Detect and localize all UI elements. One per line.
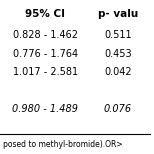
Text: 0.511: 0.511 xyxy=(104,30,132,40)
Text: 0.453: 0.453 xyxy=(104,49,132,59)
Text: 0.076: 0.076 xyxy=(104,104,132,114)
Text: 0.828 - 1.462: 0.828 - 1.462 xyxy=(13,30,78,40)
Text: posed to methyl-bromide).OR>: posed to methyl-bromide).OR> xyxy=(3,140,123,149)
Text: 0.042: 0.042 xyxy=(104,67,132,77)
Text: 0.776 - 1.764: 0.776 - 1.764 xyxy=(13,49,78,59)
Text: p- valu: p- valu xyxy=(98,9,138,19)
Text: 0.980 - 1.489: 0.980 - 1.489 xyxy=(12,104,78,114)
Text: 1.017 - 2.581: 1.017 - 2.581 xyxy=(13,67,78,77)
Text: 95% CI: 95% CI xyxy=(25,9,65,19)
